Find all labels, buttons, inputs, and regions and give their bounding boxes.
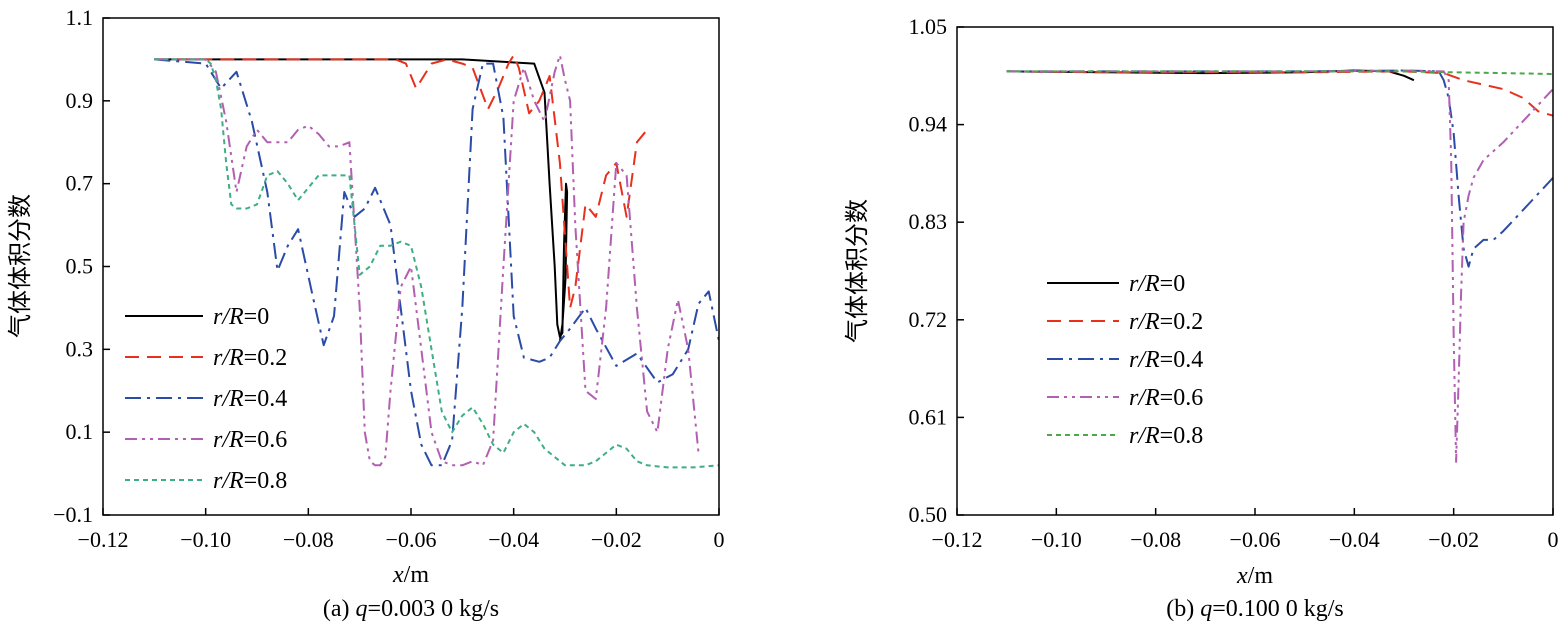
chart-b-x-tick-label: −0.12: [932, 527, 983, 552]
chart-a-series-line-3: [154, 54, 700, 467]
chart-b-y-tick-label: 1.05: [909, 14, 948, 39]
chart-a-y-tick-label: 1.1: [66, 5, 94, 30]
chart-a-x-tick-label: 0: [714, 527, 725, 552]
legend-label: r/R=0.8: [213, 468, 287, 494]
chart-b-caption: (b) q=0.100 0 kg/s: [1166, 596, 1344, 622]
chart-b-series-line-3: [1006, 69, 1553, 463]
chart-b-ticks: −0.12 −0.10 −0.08 −0.06 −0.04 −0.02 0 0.50 0.61 0…: [909, 14, 1559, 552]
chart-a-y-tick-label: 0.7: [66, 171, 94, 196]
chart-b-y-tick-label: 0.72: [909, 307, 948, 332]
chart-a-y-tick-label: 0.1: [66, 419, 94, 444]
legend-label: r/R=0.2: [213, 345, 287, 371]
chart-a-y-tick-label: −0.1: [53, 502, 93, 527]
chart-b-y-tick-label: 0.83: [909, 209, 948, 234]
chart-a-caption-prefix: (a): [323, 596, 356, 622]
chart-b-x-tick-label: −0.06: [1230, 527, 1281, 552]
chart-b-series-line-2: [1006, 69, 1553, 268]
chart-a-series-line-0: [154, 58, 569, 342]
chart-b-x-tick-label: −0.04: [1329, 527, 1380, 552]
chart-a-series-line-4: [154, 58, 719, 469]
chart-b-y-axis-label: 气体体积分数: [843, 199, 871, 343]
chart-b-x-tick-label: 0: [1548, 527, 1559, 552]
chart-a-series-group: [154, 54, 719, 469]
chart-b-caption-rest: =0.100 0 kg/s: [1212, 596, 1344, 622]
legend-label: r/R=0.6: [1129, 385, 1203, 411]
chart-a-x-axis-var: x: [392, 562, 404, 588]
chart-panel-a: −0.12 −0.10 −0.08 −0.06 −0.04 −0.02 0 −0.1 0.1 0.…: [6, 5, 725, 622]
legend-label: r/R=0.4: [213, 386, 287, 412]
chart-b-plot-frame: [956, 26, 1554, 516]
chart-b-series-line-4: [1006, 70, 1553, 75]
chart-a-ticks: −0.12 −0.10 −0.08 −0.06 −0.04 −0.02 0 −0.1 0.1 0.…: [53, 5, 724, 552]
legend-label: r/R=0.2: [1129, 309, 1203, 335]
chart-a-x-tick-label: −0.06: [386, 527, 437, 552]
chart-a-y-tick-label: 0.5: [66, 254, 94, 279]
chart-b-x-tick-label: −0.08: [1130, 527, 1181, 552]
chart-a-y-axis-label: 气体体积分数: [6, 194, 34, 338]
chart-b-y-tick-label: 0.50: [909, 502, 948, 527]
chart-a-caption-rest: =0.003 0 kg/s: [368, 596, 500, 622]
chart-a-x-tick-label: −0.02: [591, 527, 642, 552]
legend-label: r/R=0.4: [1129, 347, 1203, 373]
chart-b-x-tick-label: −0.10: [1031, 527, 1082, 552]
chart-a-x-axis-label: x/m: [392, 562, 429, 588]
legend-label: r/R=0: [1129, 271, 1185, 297]
chart-b-caption-var: q: [1200, 596, 1212, 622]
legend-label: r/R=0.6: [213, 427, 287, 453]
chart-a-caption-var: q: [356, 596, 368, 622]
chart-a-legend: r/R=0 r/R=0.2 r/R=0.4 r/R=0.6 r/R=0.8: [125, 304, 287, 494]
chart-a-x-tick-label: −0.04: [488, 527, 539, 552]
chart-b-y-tick-label: 0.61: [909, 404, 948, 429]
chart-a-x-tick-label: −0.08: [283, 527, 334, 552]
chart-a-series-line-1: [154, 54, 648, 309]
chart-panel-b: −0.12 −0.10 −0.08 −0.06 −0.04 −0.02 0 0.50 0.61 0…: [843, 14, 1559, 622]
chart-b-series-group: [1006, 69, 1553, 463]
chart-b-legend: r/R=0 r/R=0.2 r/R=0.4 r/R=0.6 r/R=0.8: [1047, 271, 1203, 449]
chart-a-caption: (a) q=0.003 0 kg/s: [323, 596, 499, 622]
chart-a-x-axis-unit: /m: [404, 562, 430, 588]
chart-b-y-tick-label: 0.94: [909, 112, 948, 137]
chart-b-series-line-1: [1006, 70, 1553, 117]
chart-b-x-axis-var: x: [1236, 563, 1248, 589]
chart-a-y-tick-label: 0.9: [66, 88, 94, 113]
chart-b-x-axis-unit: /m: [1248, 563, 1274, 589]
chart-a-x-tick-label: −0.10: [180, 527, 231, 552]
legend-label: r/R=0: [213, 304, 269, 330]
chart-b-x-axis-label: x/m: [1236, 563, 1273, 589]
chart-a-series-line-2: [154, 58, 719, 467]
chart-b-caption-prefix: (b): [1166, 596, 1200, 622]
legend-label: r/R=0.8: [1129, 423, 1203, 449]
chart-a-x-tick-label: −0.12: [78, 527, 129, 552]
chart-b-x-tick-label: −0.02: [1428, 527, 1479, 552]
chart-a-plot-frame: [102, 17, 720, 516]
chart-a-y-tick-label: 0.3: [66, 336, 94, 361]
